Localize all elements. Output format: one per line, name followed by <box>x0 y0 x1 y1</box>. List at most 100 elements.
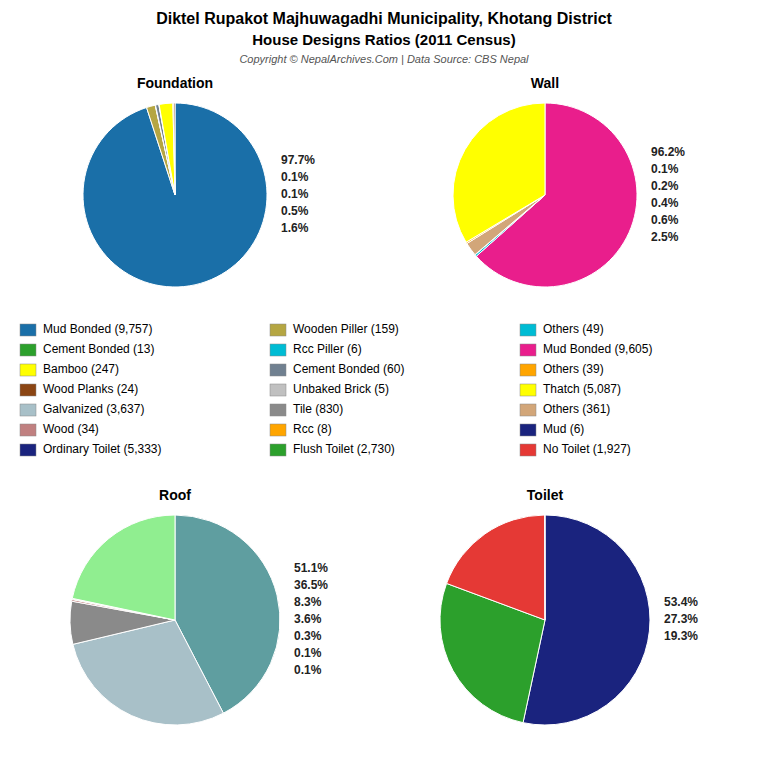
annotation: 0.6% <box>651 213 679 227</box>
legend-label: No Toilet (1,927) <box>543 442 631 456</box>
annotation: 0.4% <box>651 196 679 210</box>
legend-swatch <box>20 444 36 456</box>
legend-item: Wood (34) <box>20 422 99 436</box>
legend-label: Mud Bonded (9,605) <box>543 342 652 356</box>
pie-slice <box>174 103 175 195</box>
legend-item: Ordinary Toilet (5,333) <box>20 442 162 456</box>
pie-slices <box>453 103 637 287</box>
annotation: 0.1% <box>281 170 309 184</box>
legend-label: Mud (6) <box>543 422 584 436</box>
annotation: 0.5% <box>281 204 309 218</box>
legend-item: Wood Planks (24) <box>20 382 138 396</box>
annotation: 96.2% <box>651 145 685 159</box>
chart-title: Foundation <box>137 75 213 91</box>
legend-swatch <box>20 344 36 356</box>
legend-item: Thatch (5,087) <box>520 382 621 396</box>
legend-swatch <box>520 344 536 356</box>
annotation: 3.6% <box>294 612 322 626</box>
pie-slice <box>453 103 545 242</box>
legend-swatch <box>20 364 36 376</box>
legend-label: Thatch (5,087) <box>543 382 621 396</box>
pie-slices <box>83 103 267 287</box>
legend-item: Mud Bonded (9,605) <box>520 342 652 356</box>
pie-slices <box>440 515 650 725</box>
legend-item: Unbaked Brick (5) <box>270 382 389 396</box>
legend-label: Bamboo (247) <box>43 362 119 376</box>
legend-swatch <box>520 444 536 456</box>
legend-swatch <box>270 384 286 396</box>
chart-title: Toilet <box>527 487 564 503</box>
legend-label: Mud Bonded (9,757) <box>43 322 152 336</box>
legend-swatch <box>270 324 286 336</box>
legend-label: Others (39) <box>543 362 604 376</box>
annotation: 97.7% <box>281 153 315 167</box>
pie-chart: Roof51.1%36.5%8.3%3.6%0.3%0.1%0.1% <box>70 487 328 725</box>
pie-slice <box>544 515 545 620</box>
legend-swatch <box>270 404 286 416</box>
annotation: 0.1% <box>281 187 309 201</box>
legend-label: Cement Bonded (60) <box>293 362 404 376</box>
annotation: 0.1% <box>294 663 322 677</box>
legend-label: Rcc (8) <box>293 422 332 436</box>
legend-label: Unbaked Brick (5) <box>293 382 389 396</box>
pie-slice <box>159 103 175 195</box>
pie-chart: Toilet 53.4% 27.3% 19.3% <box>440 487 698 725</box>
legend-swatch <box>520 424 536 436</box>
annotation: 0.2% <box>651 179 679 193</box>
legend-item: Mud Bonded (9,757) <box>20 322 152 336</box>
legend-item: Tile (830) <box>270 402 343 416</box>
legend-swatch <box>520 404 536 416</box>
legend-swatch <box>270 424 286 436</box>
legend-swatch <box>270 364 286 376</box>
pie-slice <box>83 103 267 287</box>
legend-label: Cement Bonded (13) <box>43 342 154 356</box>
legend-label: Flush Toilet (2,730) <box>293 442 395 456</box>
annotation: 19.3% <box>664 629 698 643</box>
legend-item: Galvanized (3,637) <box>20 402 144 416</box>
chart-title: Wall <box>531 75 559 91</box>
annotation: 0.3% <box>294 629 322 643</box>
legend-label: Tile (830) <box>293 402 343 416</box>
legend-item: Flush Toilet (2,730) <box>270 442 395 456</box>
legend-swatch <box>20 324 36 336</box>
annotation: 53.4% <box>664 595 698 609</box>
legend-swatch <box>520 384 536 396</box>
legend-item: No Toilet (1,927) <box>520 442 631 456</box>
subtitle: House Designs Ratios (2011 Census) <box>252 31 515 48</box>
legend-item: Cement Bonded (13) <box>20 342 154 356</box>
legend-swatch <box>520 364 536 376</box>
title: Diktel Rupakot Majhuwagadhi Municipality… <box>156 10 612 27</box>
legend: Mud Bonded (9,757) Cement Bonded (13) Bamb… <box>20 322 652 456</box>
legend-item: Rcc Piller (6) <box>270 342 362 356</box>
legend-item: Mud (6) <box>520 422 584 436</box>
legend-swatch <box>20 404 36 416</box>
legend-item: Wooden Piller (159) <box>270 322 399 336</box>
pie-slice <box>72 515 175 620</box>
pie-slice <box>173 103 175 195</box>
pie-slices <box>70 515 280 725</box>
legend-item: Others (49) <box>520 322 604 336</box>
legend-label: Others (49) <box>543 322 604 336</box>
pie-chart: Wall 96.2% 0.1% 0.2% 0.4% 0.6% 2.5% <box>453 75 685 287</box>
legend-item: Others (39) <box>520 362 604 376</box>
legend-label: Galvanized (3,637) <box>43 402 144 416</box>
annotation: 0.1% <box>651 162 679 176</box>
annotation: 27.3% <box>664 612 698 626</box>
legend-item: Others (361) <box>520 402 610 416</box>
legend-item: Cement Bonded (60) <box>270 362 404 376</box>
legend-swatch <box>20 424 36 436</box>
pie-chart: Foundation97.7%0.1%0.1%0.5%1.6% <box>83 75 315 287</box>
annotation: 51.1% <box>294 561 328 575</box>
legend-swatch <box>520 324 536 336</box>
legend-swatch <box>270 344 286 356</box>
annotation: 8.3% <box>294 595 322 609</box>
annotation: 36.5% <box>294 578 328 592</box>
annotation: Copyright © NepalArchives.Com | Data Sou… <box>239 53 529 65</box>
legend-label: Wood Planks (24) <box>43 382 138 396</box>
legend-item: Bamboo (247) <box>20 362 119 376</box>
chart-root: Diktel Rupakot Majhuwagadhi Municipality… <box>0 0 768 768</box>
annotation: 0.1% <box>294 646 322 660</box>
legend-label: Rcc Piller (6) <box>293 342 362 356</box>
legend-label: Wood (34) <box>43 422 99 436</box>
annotation: 2.5% <box>651 230 679 244</box>
